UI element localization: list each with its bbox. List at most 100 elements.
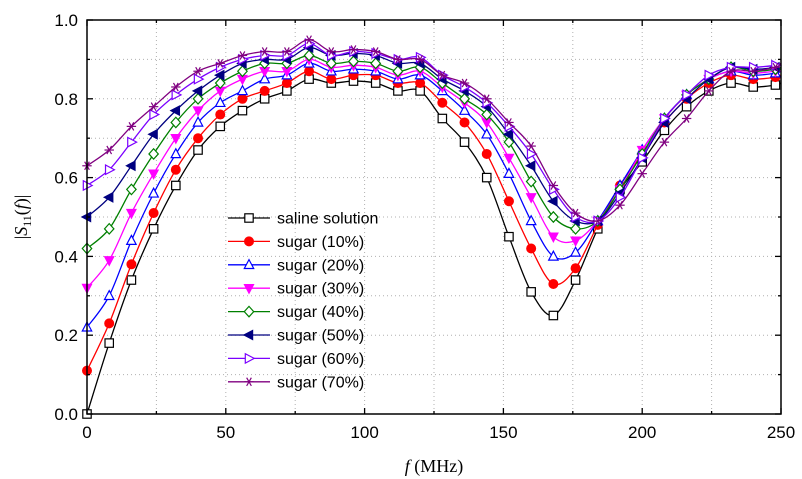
data-point (126, 259, 137, 270)
x-tick-label: 250 (767, 423, 795, 442)
data-point (437, 70, 448, 80)
data-point (170, 134, 182, 145)
y-tick-label: 0.8 (54, 90, 78, 109)
data-point (482, 94, 492, 104)
legend-label: sugar (10%) (277, 234, 364, 251)
legend-marker (244, 377, 254, 387)
legend-label: sugar (30%) (277, 281, 364, 298)
x-tick-label: 100 (350, 423, 378, 442)
data-point (570, 236, 582, 247)
y-tick-label: 0.6 (54, 169, 78, 188)
data-point (258, 72, 271, 84)
data-point (458, 104, 471, 115)
data-point (326, 47, 336, 56)
data-point (525, 193, 537, 204)
data-point (570, 208, 581, 218)
data-point (481, 148, 492, 159)
data-point (215, 121, 226, 132)
legend-item: sugar (50%) (228, 328, 364, 345)
data-point (170, 147, 182, 159)
data-point (214, 96, 226, 108)
data-point (502, 128, 514, 140)
data-point (570, 222, 582, 235)
data-point (125, 208, 137, 220)
data-point (569, 245, 582, 257)
data-point (104, 164, 116, 176)
data-point (348, 45, 359, 54)
data-point (303, 49, 315, 62)
y-tick-label: 0.4 (54, 247, 78, 266)
data-point (481, 172, 492, 183)
data-point (148, 208, 159, 219)
data-point (570, 275, 581, 285)
data-point (102, 191, 114, 203)
data-point (126, 122, 137, 131)
series-line (86, 62, 782, 328)
series-0 (82, 74, 782, 419)
data-point (192, 92, 204, 105)
data-point (371, 47, 381, 56)
data-point (526, 243, 537, 254)
data-point (148, 169, 160, 180)
data-point (193, 145, 203, 155)
data-point (193, 66, 203, 76)
series-line (86, 46, 782, 225)
data-point (570, 263, 581, 274)
data-point (637, 169, 647, 179)
data-point (393, 55, 403, 64)
series-1 (82, 66, 782, 376)
x-tick-label: 200 (628, 423, 656, 442)
data-point (237, 51, 248, 60)
data-point (548, 310, 559, 321)
y-tick-label: 0.2 (54, 326, 78, 345)
data-point (481, 108, 493, 121)
data-point (170, 116, 182, 129)
data-point (547, 210, 559, 224)
series-layer (80, 35, 782, 419)
data-point (214, 76, 226, 90)
data-point (237, 93, 248, 104)
data-point (370, 57, 382, 70)
data-point (236, 84, 249, 96)
data-point (347, 55, 360, 68)
data-point (326, 74, 337, 85)
data-point (547, 195, 558, 207)
data-point (504, 231, 514, 242)
grid-layer (86, 19, 782, 415)
data-point (392, 65, 404, 78)
data-point (147, 128, 158, 140)
data-point (704, 86, 714, 96)
data-point (125, 234, 138, 245)
data-point (171, 180, 181, 191)
legend-label: sugar (20%) (277, 257, 364, 274)
data-point (726, 66, 736, 76)
legend-label: saline solution (277, 211, 378, 228)
data-point (748, 66, 758, 76)
data-point (282, 47, 292, 56)
data-point (149, 108, 161, 121)
data-point (193, 133, 204, 144)
data-point (526, 287, 536, 297)
data-point (236, 65, 248, 78)
series-5 (80, 42, 782, 227)
data-point (547, 249, 560, 261)
data-point (281, 78, 292, 89)
data-point (304, 66, 315, 77)
data-point (125, 160, 136, 172)
data-point (237, 105, 248, 116)
data-point (415, 55, 425, 64)
y-tick-label: 1.0 (54, 11, 78, 30)
data-point (126, 275, 137, 285)
legend-label: sugar (40%) (277, 304, 364, 321)
y-axis-label: |S11(f)| (11, 195, 34, 240)
data-point (503, 153, 515, 165)
data-point (147, 186, 160, 198)
data-point (504, 118, 514, 127)
legend-item: saline solution (228, 211, 378, 228)
data-point (459, 137, 470, 147)
data-point (171, 89, 183, 101)
data-point (104, 338, 115, 348)
data-point (503, 167, 515, 178)
series-7 (82, 35, 782, 226)
